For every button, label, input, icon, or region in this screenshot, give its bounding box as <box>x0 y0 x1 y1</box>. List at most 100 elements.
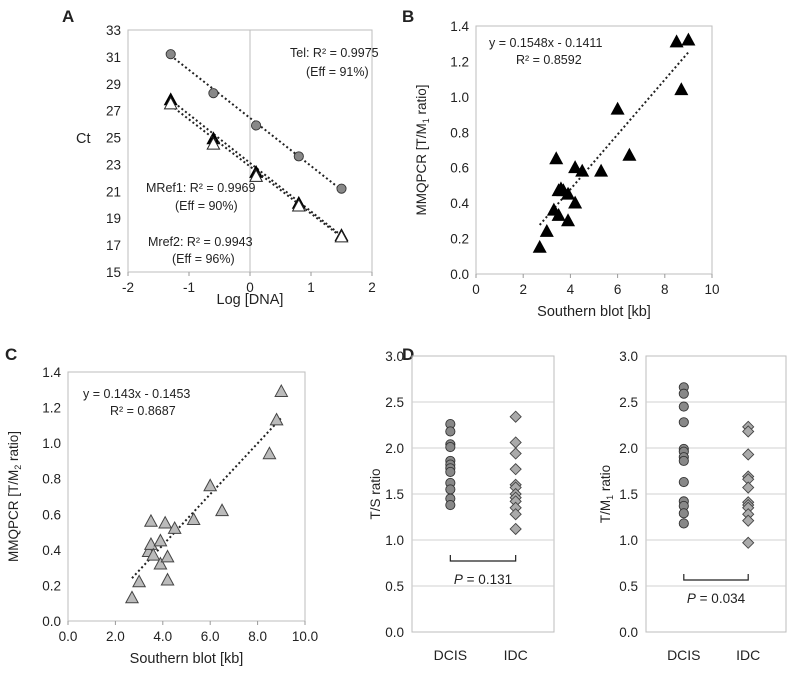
chart-panel-c: 0.0 0.2 0.4 0.6 0.8 1.0 1.2 1.4 0.0 2.0 4.0 6.0 8.0 1… <box>6 365 318 667</box>
panel-c-data-point <box>203 478 218 492</box>
panel-c-data-point <box>132 574 147 588</box>
panel-c-x-tick-label: 8.0 <box>248 629 267 644</box>
panel-b-data-point <box>551 207 566 221</box>
panel-c-data-point <box>262 446 277 460</box>
panel-d1-idc-point <box>509 410 522 423</box>
panel-d1-p-value: P = 0.131 <box>454 572 512 587</box>
panel-d2-dcis-point <box>678 476 689 488</box>
panel-b-x-tick-label: 10 <box>704 282 719 297</box>
panel-b-x-tick-label: 0 <box>472 282 480 297</box>
panel-c-y-tick-label: 0.8 <box>42 472 61 487</box>
panel-c-data-point <box>143 513 158 527</box>
panel-a-efficiency-mref2: (Eff = 96%) <box>172 252 235 266</box>
panel-d2-dcis-point <box>678 417 689 428</box>
panel-c-fit-equation: y = 0.143x - 0.1453 <box>83 387 190 401</box>
panel-a-y-tick-label: 21 <box>106 184 121 199</box>
panel-a-y-tick-label: 29 <box>106 77 121 92</box>
panel-c-data-point <box>124 590 140 604</box>
panel-label-b: B <box>402 7 414 26</box>
panel-b-data-point <box>561 213 576 227</box>
panel-d1-y-tick-label: 0.0 <box>385 625 404 640</box>
panel-a-x-tick-label: -2 <box>122 280 134 295</box>
panel-d1-y-tick-label: 1.5 <box>385 487 404 502</box>
panel-a-y-tick-label: 19 <box>106 211 121 226</box>
panel-d1-y-tick-label: 2.0 <box>385 441 404 456</box>
panel-d2-y-tick-label: 0.0 <box>619 625 638 640</box>
panel-d2-dcis-point <box>678 401 689 412</box>
panel-a-trendline-tel <box>170 54 343 191</box>
panel-c-y-tick-label: 0.2 <box>42 578 61 593</box>
panel-d2-idc-point <box>742 536 755 549</box>
panel-a-annotation-mref2: Mref2: R² = 0.9943 <box>148 235 253 249</box>
panel-b-data-point <box>622 147 637 161</box>
panel-d2-idc-point <box>742 514 755 527</box>
panel-a-y-tick-label: 17 <box>106 238 121 253</box>
panel-b-y-tick-label: 0.4 <box>450 196 469 211</box>
panel-b-data-point <box>539 223 554 237</box>
panel-a-point-tel <box>208 88 219 99</box>
panel-d1-y-tick-label: 0.5 <box>385 579 404 594</box>
panel-a-point-tel <box>336 183 347 194</box>
panel-a-point-mref2 <box>334 229 349 243</box>
chart-panel-a: 15 17 19 21 23 25 27 29 31 33 -2 -1 0 1 2 Log [DNA] Ct Te… <box>76 23 379 308</box>
panel-a-y-tick-label: 25 <box>106 131 121 146</box>
panel-a-y-tick-label: 33 <box>106 23 121 38</box>
panel-d2-y-axis-label: T/M1 ratio <box>598 465 615 523</box>
panel-c-data-point <box>153 556 168 570</box>
panel-c-r-squared: R² = 0.8687 <box>110 404 176 418</box>
panel-d1-significance-bracket <box>449 555 517 562</box>
panel-c-data-point <box>158 515 173 529</box>
panel-b-data-point <box>610 101 625 115</box>
panel-a-trendline-mref2 <box>170 104 343 238</box>
panel-d1-y-tick-label: 3.0 <box>385 349 404 364</box>
panel-a-point-mref2 <box>206 136 221 150</box>
panel-d2-category-label-idc: IDC <box>736 647 760 663</box>
panel-a-point-tel <box>165 49 176 60</box>
panel-b-data-point <box>561 186 576 200</box>
panel-b-r-squared: R² = 0.8592 <box>516 53 582 67</box>
panel-d1-idc-point <box>509 436 522 449</box>
panel-c-y-tick-label: 1.4 <box>42 365 61 380</box>
panel-b-fit-equation: y = 0.1548x - 0.1411 <box>489 36 602 50</box>
panel-d2-idc-point <box>742 448 755 461</box>
panel-c-x-tick-label: 6.0 <box>201 629 220 644</box>
panel-d2-dcis-point <box>678 455 689 466</box>
panel-a-y-tick-label: 15 <box>106 265 121 280</box>
panel-label-c: C <box>5 345 17 364</box>
panel-d1-category-label-idc: IDC <box>504 647 528 663</box>
panel-b-y-tick-label: 1.2 <box>450 54 469 69</box>
panel-d2-p-value: P = 0.034 <box>687 591 746 606</box>
panel-c-data-point <box>167 520 182 534</box>
panel-b-y-tick-label: 0.2 <box>450 232 469 247</box>
panel-a-x-tick-label: 2 <box>368 280 376 295</box>
panel-c-data-point <box>153 533 168 547</box>
panel-b-data-point <box>549 151 564 165</box>
panel-c-x-tick-label: 2.0 <box>106 629 125 644</box>
panel-a-x-axis-label: Log [DNA] <box>217 292 284 308</box>
panel-b-data-point <box>568 195 583 209</box>
panel-c-y-axis-label: MMQPCR [T/M2 ratio] <box>6 431 23 562</box>
panel-d1-y-tick-label: 2.5 <box>385 395 404 410</box>
panel-c-data-point <box>160 572 175 586</box>
panel-d1-idc-point <box>509 508 522 521</box>
panel-d2-dcis-point <box>678 388 689 399</box>
panel-d1-category-label-dcis: DCIS <box>434 647 467 663</box>
panel-d2-y-tick-label: 2.5 <box>619 395 638 410</box>
panel-c-x-tick-label: 0.0 <box>59 629 78 644</box>
panel-c-y-tick-label: 0.0 <box>42 614 61 629</box>
panel-d1-dcis-point <box>445 499 456 511</box>
panel-d2-y-tick-label: 0.5 <box>619 579 638 594</box>
chart-panel-d-tm1-ratio: 0.0 0.5 1.0 1.5 2.0 2.5 3.0 DCIS IDC P = 0.034 T/M… <box>598 349 787 663</box>
panel-a-y-tick-label: 23 <box>106 157 121 172</box>
panel-d2-y-tick-label: 3.0 <box>619 349 638 364</box>
panel-d1-idc-point <box>509 447 522 460</box>
panel-b-data-point <box>669 34 684 48</box>
chart-panel-d-ts-ratio: 0.0 0.5 1.0 1.5 2.0 2.5 3.0 DCIS IDC P = 0.131 T/S… <box>368 349 555 663</box>
panel-a-point-tel <box>293 151 304 162</box>
panel-d2-dcis-point <box>678 508 689 519</box>
panel-a-y-tick-label: 27 <box>106 104 121 119</box>
panel-c-data-point <box>160 549 175 563</box>
panel-b-x-tick-label: 4 <box>567 282 575 297</box>
panel-a-annotation-tel: Tel: R² = 0.9975 <box>290 46 379 60</box>
panel-a-x-tick-label: 0 <box>246 280 254 295</box>
